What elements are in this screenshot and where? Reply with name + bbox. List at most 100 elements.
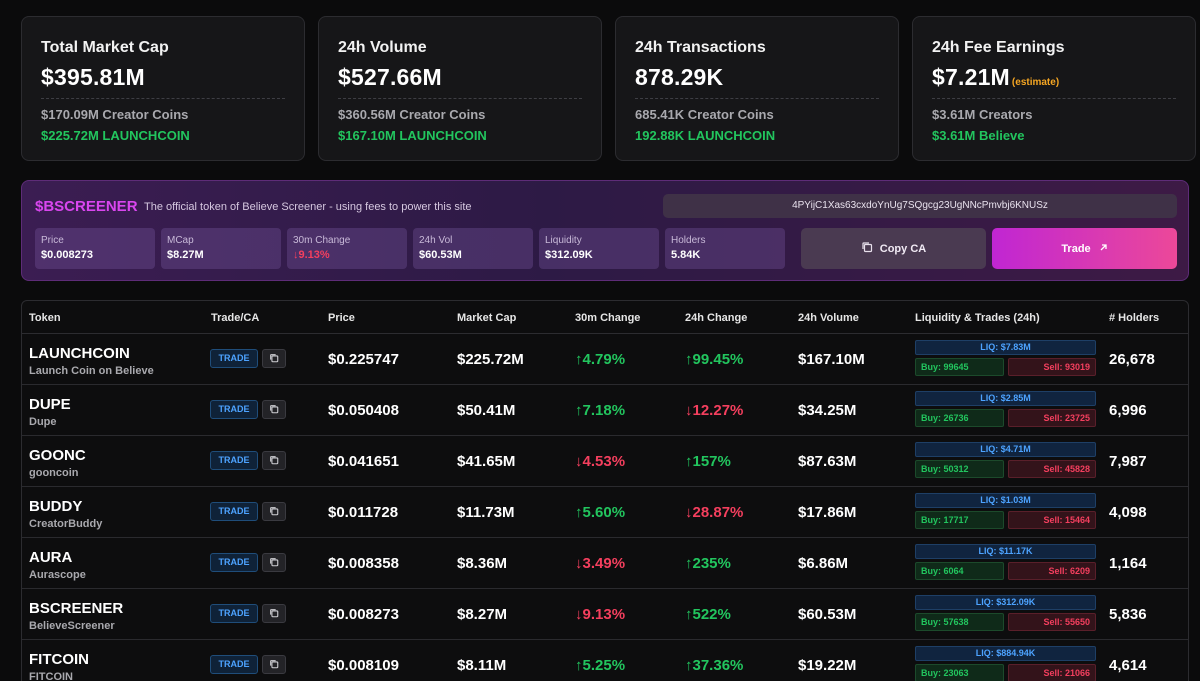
- copy-ca-small-button[interactable]: [262, 655, 286, 674]
- table-row[interactable]: FITCOIN FITCOIN TRADE $0.008109 $8.11M ↑5.25%…: [22, 640, 1188, 681]
- sell-count: Sell: 6209: [1007, 562, 1096, 580]
- header-price[interactable]: Price: [328, 312, 355, 324]
- copy-ca-small-button[interactable]: [262, 349, 286, 368]
- copy-ca-small-button[interactable]: [262, 451, 286, 470]
- divider: [635, 98, 879, 99]
- token-symbol[interactable]: DUPE: [29, 396, 71, 413]
- sell-count: Sell: 15464: [1007, 511, 1096, 529]
- stat-value: $527.66M: [338, 64, 582, 91]
- token-symbol[interactable]: BUDDY: [29, 498, 83, 515]
- token-symbol[interactable]: AURA: [29, 549, 73, 566]
- trade-button[interactable]: Trade: [992, 228, 1177, 269]
- trade-link-button[interactable]: TRADE: [210, 400, 258, 419]
- trade-link-button[interactable]: TRADE: [210, 502, 258, 521]
- trade-link-button[interactable]: TRADE: [210, 349, 258, 368]
- table-row[interactable]: BSCREENER BelieveScreener TRADE $0.008273 $8…: [22, 589, 1188, 640]
- header-24h-change[interactable]: 24h Change: [685, 312, 748, 324]
- market-cap-cell: $8.11M: [457, 657, 507, 674]
- metric-label: 24h Vol: [419, 235, 453, 246]
- token-symbol[interactable]: GOONC: [29, 447, 86, 464]
- table-row[interactable]: BUDDY CreatorBuddy TRADE $0.011728 $11.73M ↑5…: [22, 487, 1188, 538]
- metric-value: 5.84K: [671, 249, 701, 261]
- stat-sub: $3.61M Creators: [932, 107, 1033, 122]
- market-cap-cell: $8.27M: [457, 606, 508, 623]
- stat-title: 24h Volume: [338, 39, 427, 56]
- price-cell: $0.225747: [328, 351, 399, 368]
- metric-holders: Holders 5.84K: [665, 228, 785, 269]
- metric-price: Price $0.008273: [35, 228, 155, 269]
- stat-title: 24h Fee Earnings: [932, 39, 1065, 56]
- metric-mcap: MCap $8.27M: [161, 228, 281, 269]
- change-24h-cell: ↑37.36%: [685, 657, 744, 674]
- liquidity-value: LIQ: $312.09K: [915, 595, 1096, 610]
- contract-address[interactable]: 4PYijC1Xas63cxdoYnUg7SQgcg23UgNNcPmvbj6K…: [663, 194, 1177, 218]
- stat-title: 24h Transactions: [635, 39, 766, 56]
- token-symbol[interactable]: BSCREENER: [29, 600, 124, 617]
- divider: [932, 98, 1176, 99]
- header-holders[interactable]: # Holders: [1109, 312, 1160, 324]
- liquidity-value: LIQ: $11.17K: [915, 544, 1096, 559]
- trades-bar: Buy: 99645 Sell: 93019: [915, 358, 1096, 376]
- token-name: Dupe: [29, 416, 57, 428]
- sell-count: Sell: 93019: [1007, 358, 1096, 376]
- header-30m-change[interactable]: 30m Change: [575, 312, 641, 324]
- market-cap-cell: $11.73M: [457, 504, 515, 521]
- copy-ca-small-button[interactable]: [262, 502, 286, 521]
- stat-green: 192.88K LAUNCHCOIN: [635, 128, 776, 143]
- header-liquidity-trades[interactable]: Liquidity & Trades (24h): [915, 312, 1040, 324]
- header-24h-volume[interactable]: 24h Volume: [798, 312, 859, 324]
- header-market-cap[interactable]: Market Cap: [457, 312, 517, 324]
- copy-ca-small-button[interactable]: [262, 604, 286, 623]
- holders-cell: 4,614: [1109, 657, 1147, 674]
- buy-count: Buy: 17717: [915, 511, 1004, 529]
- metric-liquidity: Liquidity $312.09K: [539, 228, 659, 269]
- copy-ca-small-button[interactable]: [262, 553, 286, 572]
- table-header: Token Trade/CA Price Market Cap 30m Chan…: [22, 301, 1188, 334]
- change-30m-cell: ↑7.18%: [575, 402, 626, 419]
- volume-cell: $17.86M: [798, 504, 857, 521]
- token-symbol[interactable]: FITCOIN: [29, 651, 89, 668]
- change-30m-cell: ↑4.79%: [575, 351, 626, 368]
- table-row[interactable]: AURA Aurascope TRADE $0.008358 $8.36M ↓3.49% ↑…: [22, 538, 1188, 589]
- copy-ca-label: Copy CA: [879, 242, 927, 255]
- change-30m-cell: ↓3.49%: [575, 555, 626, 572]
- stat-sub: $360.56M Creator Coins: [338, 107, 486, 122]
- table-row[interactable]: LAUNCHCOIN Launch Coin on Believe TRADE $0.…: [22, 334, 1188, 385]
- trades-bar: Buy: 57638 Sell: 55650: [915, 613, 1096, 631]
- stat-value-text: $527.66M: [338, 64, 442, 90]
- buy-count: Buy: 26736: [915, 409, 1004, 427]
- table-row[interactable]: DUPE Dupe TRADE $0.050408 $50.41M ↑7.18% ↓12.2…: [22, 385, 1188, 436]
- header-token[interactable]: Token: [29, 312, 61, 324]
- external-link-icon: [1099, 243, 1108, 255]
- change-30m-cell: ↓4.53%: [575, 453, 626, 470]
- stats-bar: Total Market Cap $395.81M $170.09M Creat…: [21, 16, 1196, 161]
- table-row[interactable]: GOONC gooncoin TRADE $0.041651 $41.65M ↓4.53%…: [22, 436, 1188, 487]
- metric-value: $0.008273: [41, 249, 93, 261]
- copy-ca-small-button[interactable]: [262, 400, 286, 419]
- token-symbol[interactable]: LAUNCHCOIN: [29, 345, 130, 362]
- liquidity-value: LIQ: $2.85M: [915, 391, 1096, 406]
- trades-bar: Buy: 50312 Sell: 45828: [915, 460, 1096, 478]
- liquidity-value: LIQ: $1.03M: [915, 493, 1096, 508]
- market-cap-cell: $50.41M: [457, 402, 516, 419]
- trade-link-button[interactable]: TRADE: [210, 604, 258, 623]
- metric-label: Liquidity: [545, 235, 582, 246]
- trade-link-button[interactable]: TRADE: [210, 451, 258, 470]
- metric-value: $8.27M: [167, 249, 204, 261]
- trade-link-button[interactable]: TRADE: [210, 553, 258, 572]
- change-30m-cell: ↓9.13%: [575, 606, 626, 623]
- token-name: BelieveScreener: [29, 620, 115, 632]
- trade-link-button[interactable]: TRADE: [210, 655, 258, 674]
- price-cell: $0.008273: [328, 606, 399, 623]
- stat-title: Total Market Cap: [41, 39, 169, 56]
- sell-count: Sell: 55650: [1007, 613, 1096, 631]
- stat-sub: 685.41K Creator Coins: [635, 107, 774, 122]
- copy-ca-button[interactable]: Copy CA: [801, 228, 986, 269]
- copy-icon: [269, 656, 279, 674]
- trades-bar: Buy: 17717 Sell: 15464: [915, 511, 1096, 529]
- trade-label: Trade: [1061, 242, 1091, 255]
- metric-value: $312.09K: [545, 249, 593, 261]
- copy-icon: [269, 605, 279, 623]
- price-cell: $0.008109: [328, 657, 399, 674]
- banner-metrics: Price $0.008273 MCap $8.27M 30m Change ↓…: [35, 228, 785, 269]
